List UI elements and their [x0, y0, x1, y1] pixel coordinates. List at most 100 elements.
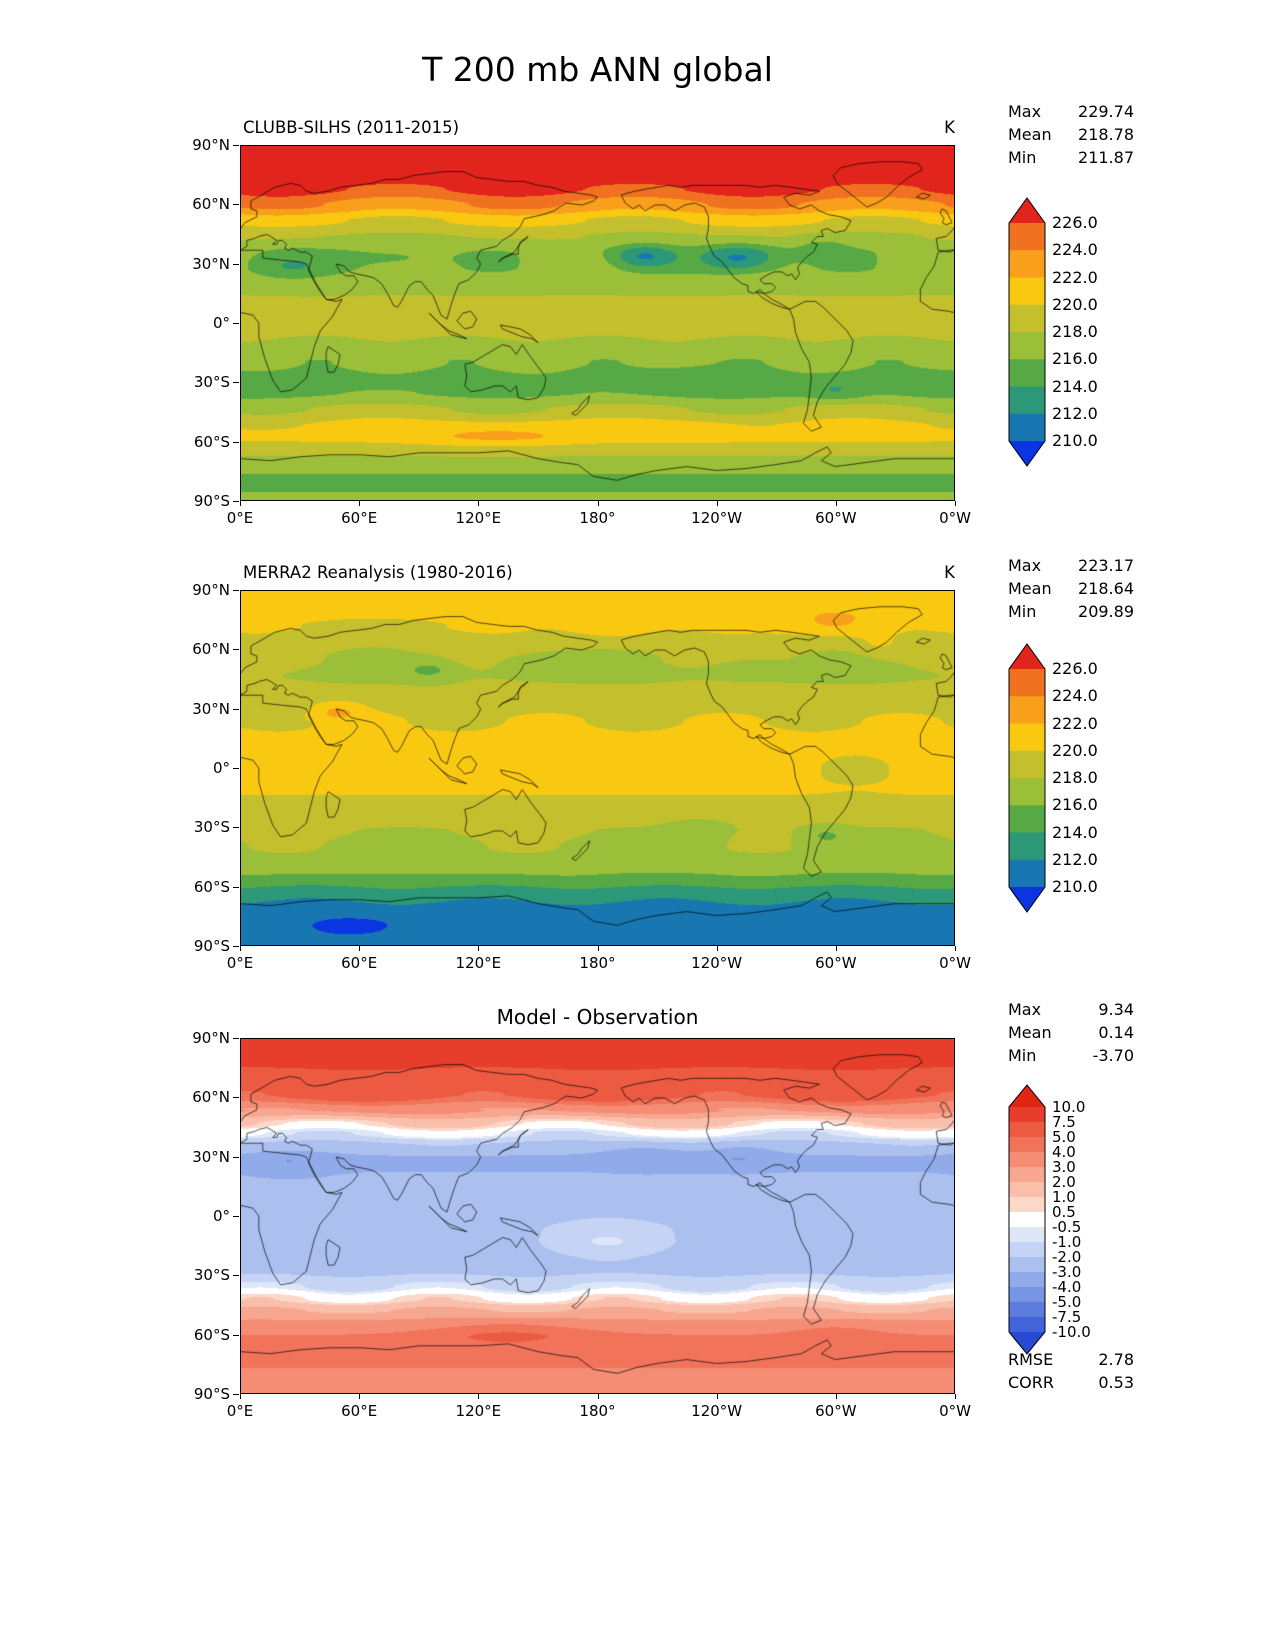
stat-label: Mean — [1008, 579, 1052, 598]
y-tick-label: 90°N — [192, 1029, 230, 1047]
x-tick-mark — [835, 946, 837, 951]
stat-value: 218.78 — [1078, 125, 1134, 144]
colorbar-tick-label: 1.0 — [1052, 1187, 1076, 1206]
y-tick-label: 30°S — [193, 1266, 230, 1285]
unit-label-merra2: K — [944, 563, 955, 582]
colorbar-tick-label: 212.0 — [1052, 849, 1098, 869]
x-tick-mark — [597, 946, 599, 951]
x-tick-label: 0°W — [939, 509, 971, 527]
colorbar-tick-label: 224.0 — [1052, 240, 1098, 260]
x-tick-label: 0°E — [226, 954, 254, 972]
colorbar-tick-label: -1.0 — [1052, 1232, 1082, 1251]
y-tick-mark — [233, 590, 239, 591]
figure-title: T 200 mb ANN global — [422, 50, 773, 89]
colorbar-tick-label: 214.0 — [1052, 376, 1098, 396]
x-tick-label: 120°E — [455, 509, 502, 527]
y-tick-label: 60°S — [193, 877, 230, 896]
x-tick-label: 60°E — [341, 509, 378, 527]
x-tick-label: 60°W — [815, 1402, 857, 1420]
panel-title-merra2: MERRA2 Reanalysis (1980-2016) — [243, 563, 513, 582]
colorbar-tick-label: 3.0 — [1052, 1157, 1076, 1176]
stat-value: 2.78 — [1098, 1350, 1134, 1369]
y-tick-mark — [233, 1216, 239, 1217]
stat-label: Mean — [1008, 1023, 1052, 1042]
x-tick-mark — [597, 501, 599, 506]
stat-row-max: Max 9.34 — [1008, 998, 1134, 1021]
panel-title-diff: Model - Observation — [496, 1005, 699, 1029]
x-tick-mark — [478, 1394, 480, 1399]
map-merra2 — [240, 590, 955, 946]
y-tick-mark — [233, 946, 239, 947]
unit-label-clubb: K — [944, 118, 955, 137]
stat-row-min: Min 211.87 — [1008, 146, 1134, 169]
colorbar-tick-label: -3.0 — [1052, 1262, 1082, 1281]
y-tick-label: 0° — [212, 1207, 230, 1225]
x-tick-mark — [240, 946, 241, 951]
x-tick-mark — [597, 1394, 599, 1399]
stat-value: 9.34 — [1098, 1000, 1134, 1019]
x-tick-label: 180° — [579, 1402, 616, 1420]
y-tick-mark — [233, 649, 239, 651]
stat-row-min: Min 209.89 — [1008, 600, 1134, 623]
diff-extra-stats: RMSE 2.78 CORR 0.53 — [1008, 1348, 1134, 1394]
stat-label: Min — [1008, 1046, 1037, 1065]
colorbar-tick-label: 226.0 — [1052, 659, 1098, 679]
colorbar-tick-label: 10.0 — [1052, 1097, 1086, 1116]
y-tick-label: 60°S — [193, 432, 230, 451]
stat-row-max: Max 229.74 — [1008, 100, 1134, 123]
x-tick-mark — [835, 1394, 837, 1399]
map-clubb — [240, 145, 955, 501]
y-tick-label: 90°S — [193, 1385, 230, 1403]
stats-clubb: Max 229.74 Mean 218.78 Min 211.87 — [1008, 100, 1134, 169]
colorbar-tick-label: 218.0 — [1052, 768, 1098, 788]
colorbar-tick-label: 210.0 — [1052, 877, 1098, 897]
colorbar-tick-label: -2.0 — [1052, 1247, 1082, 1266]
stat-value: 209.89 — [1078, 602, 1134, 621]
y-tick-label: 60°S — [193, 1325, 230, 1344]
y-tick-label: 90°N — [192, 581, 230, 599]
colorbar-tick-label: 226.0 — [1052, 213, 1098, 233]
x-tick-label: 120°E — [455, 1402, 502, 1420]
stat-value: 218.64 — [1078, 579, 1134, 598]
x-tick-label: 180° — [579, 954, 616, 972]
x-tick-mark — [478, 946, 480, 951]
colorbar-tick-label: 224.0 — [1052, 686, 1098, 706]
y-tick-mark — [233, 1038, 239, 1039]
map-canvas-merra2 — [241, 591, 954, 945]
colorbar-tick-label: 2.0 — [1052, 1172, 1076, 1191]
stat-label: Max — [1008, 102, 1042, 121]
stat-value: 0.14 — [1098, 1023, 1134, 1042]
stat-label: Mean — [1008, 125, 1052, 144]
colorbar-tick-label: 220.0 — [1052, 294, 1098, 314]
colorbar-tick-label: -4.0 — [1052, 1277, 1082, 1296]
colorbar-clubb — [1008, 197, 1046, 467]
x-tick-mark — [716, 1394, 718, 1399]
y-tick-mark — [233, 768, 239, 769]
stat-row-max: Max 223.17 — [1008, 554, 1134, 577]
colorbar-tick-label: 212.0 — [1052, 403, 1098, 423]
colorbar-tick-label: -5.0 — [1052, 1292, 1082, 1311]
stat-row-mean: Mean 218.64 — [1008, 577, 1134, 600]
stat-label: Max — [1008, 556, 1042, 575]
stat-value: 223.17 — [1078, 556, 1134, 575]
x-tick-label: 60°W — [815, 509, 857, 527]
x-tick-label: 0°W — [939, 1402, 971, 1420]
x-tick-mark — [359, 946, 361, 951]
x-tick-label: 0°W — [939, 954, 971, 972]
stat-label: RMSE — [1008, 1350, 1054, 1369]
colorbar-tick-label: 218.0 — [1052, 322, 1098, 342]
x-tick-label: 120°W — [691, 954, 743, 972]
colorbar-tick-label: 5.0 — [1052, 1127, 1076, 1146]
y-tick-mark — [233, 263, 239, 265]
colorbar-tick-label: -7.5 — [1052, 1307, 1082, 1326]
x-tick-mark — [955, 501, 956, 506]
colorbar-diff — [1008, 1084, 1046, 1355]
y-tick-label: 60°N — [192, 195, 230, 214]
y-tick-label: 0° — [212, 314, 230, 332]
x-tick-mark — [835, 501, 837, 506]
y-tick-mark — [233, 323, 239, 324]
y-tick-mark — [233, 1334, 239, 1336]
x-tick-label: 120°W — [691, 1402, 743, 1420]
stat-label: CORR — [1008, 1373, 1054, 1392]
stat-row-mean: Mean 218.78 — [1008, 123, 1134, 146]
